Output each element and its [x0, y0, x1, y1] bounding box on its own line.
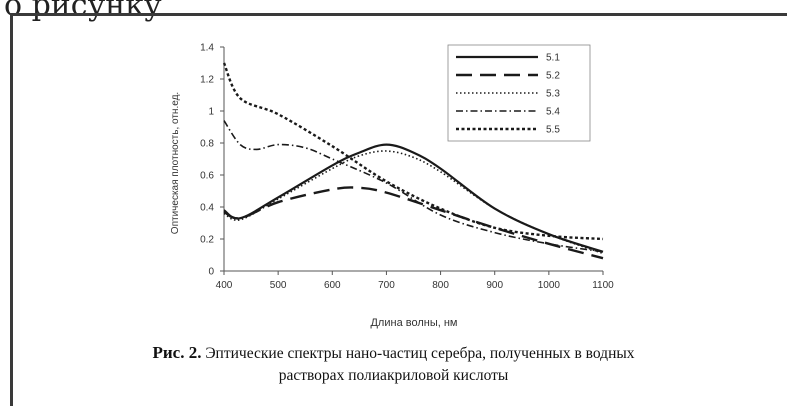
caption-line-1: Эптические спектры нано-частиц серебра, … — [205, 345, 635, 362]
y-tick-label: 0 — [208, 267, 214, 278]
axes: 400 500 600 700 800 900 1000 1100 0 0.2 0.4 0.6 0.8 1… — [200, 43, 614, 292]
caption-line-2: растворах полиакриловой кислоты — [278, 367, 509, 384]
legend-label-5.1: 5.1 — [546, 53, 560, 64]
series-line-5.1 — [223, 143, 604, 253]
figure-caption: Рис. 2. Эптические спектры нано-частиц с… — [0, 342, 787, 387]
series-lines — [222, 62, 604, 260]
y-tick-label: 0.2 — [200, 235, 214, 246]
x-tick-label: 1100 — [592, 280, 614, 291]
y-tick-label: 1 — [208, 107, 214, 118]
legend-label-5.2: 5.2 — [546, 71, 560, 82]
legend-label-5.3: 5.3 — [546, 89, 560, 100]
x-tick-label: 900 — [486, 280, 503, 291]
x-axis-label: Длина волны, нм — [370, 317, 457, 329]
x-tick-label: 800 — [432, 280, 449, 291]
x-tick-label: 1000 — [538, 280, 561, 291]
figure-frame — [10, 13, 787, 406]
x-tick-label: 500 — [270, 280, 287, 291]
y-tick-label: 0.6 — [200, 171, 214, 182]
legend-box — [447, 44, 591, 142]
figure-label: Рис. 2. — [152, 343, 202, 362]
series-line-5.5 — [222, 62, 604, 241]
series-line-5.3 — [223, 150, 604, 255]
y-tick-label: 0.4 — [200, 203, 214, 214]
x-tick-label: 600 — [324, 280, 341, 291]
y-tick-label: 1.4 — [200, 43, 214, 54]
y-tick-label: 1.2 — [200, 75, 214, 86]
line-chart: 400 500 600 700 800 900 1000 1100 0 0.2 0.4 0.6 0.8 1… — [170, 43, 614, 330]
series-line-5.4 — [223, 120, 604, 253]
legend: 5.1 5.2 5.3 5.4 5.5 — [447, 44, 591, 142]
x-tick-label: 400 — [216, 280, 233, 291]
y-tick-label: 0.8 — [200, 139, 214, 150]
legend-label-5.4: 5.4 — [546, 107, 560, 118]
x-tick-label: 700 — [378, 280, 395, 291]
legend-label-5.5: 5.5 — [546, 125, 560, 136]
y-axis-label: Оптическая плотность, отн.ед. — [170, 92, 181, 234]
page-text-fragment: о рисунку — [4, 0, 162, 23]
